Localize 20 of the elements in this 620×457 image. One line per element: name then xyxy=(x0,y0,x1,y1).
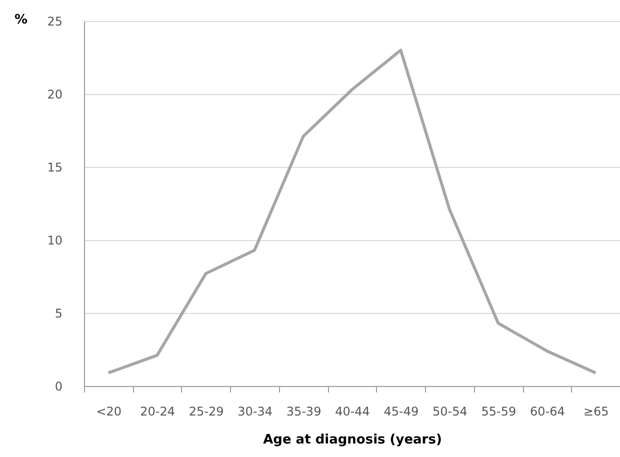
x-axis-title: Age at diagnosis (years) xyxy=(263,432,442,448)
x-tick-label: <20 xyxy=(96,404,122,418)
x-tick-label: 30-34 xyxy=(238,404,272,418)
x-tick-label: 25-29 xyxy=(188,404,224,418)
x-tick-label: 60-64 xyxy=(530,404,565,418)
line-series xyxy=(106,48,598,374)
y-tick-label: 5 xyxy=(54,306,62,320)
x-tick-label: 55-59 xyxy=(481,404,516,418)
x-tick-label: 35-39 xyxy=(286,404,322,418)
x-tick-label: 40-44 xyxy=(335,404,370,418)
x-tick-label: 50-54 xyxy=(432,404,468,418)
y-tick-label: 10 xyxy=(47,234,62,248)
x-tick-label: ≥65 xyxy=(583,404,609,418)
y-tick-label: 20 xyxy=(47,88,62,102)
x-tick-label: 45-49 xyxy=(384,404,419,418)
y-tick-label: 15 xyxy=(47,160,62,174)
y-axis-title: % xyxy=(14,12,28,28)
x-tick-label: 20-24 xyxy=(140,404,176,418)
y-tick-label: 0 xyxy=(54,380,62,394)
y-tick-label: 25 xyxy=(47,14,62,28)
